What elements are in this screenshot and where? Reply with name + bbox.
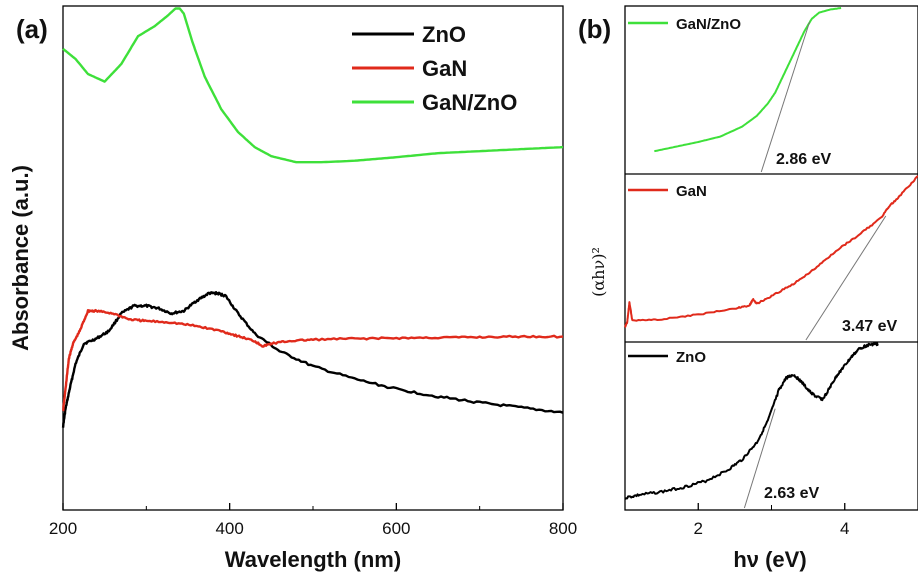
tangent-line-gan: [805, 215, 887, 341]
panel-a-x-axis-title: Wavelength (nm): [225, 547, 401, 572]
subplot-line-gan-zno: [654, 7, 842, 153]
panel-a-x-tick-label: 200: [49, 519, 77, 538]
panel-b-series-lines: [624, 7, 918, 509]
panel-b-label: (b): [578, 14, 611, 44]
legend-label-gan-zno: GaN/ZnO: [422, 90, 517, 115]
panel-b-x-tick-label: 4: [840, 519, 849, 538]
panel-b-ticks: [697, 503, 846, 510]
legend-label-gan: GaN: [422, 56, 467, 81]
series-line-gan-zno: [62, 7, 564, 164]
subplot-gan-zno-band-gap: 2.86 eV: [776, 151, 831, 168]
series-line-zno: [61, 291, 564, 428]
tangent-line-zno: [743, 408, 776, 509]
subplot-gan-label: GaN: [676, 183, 707, 200]
panel-a-y-axis-title: Absorbance (a.u.): [8, 165, 33, 351]
panel-a-x-tick-label: 600: [382, 519, 410, 538]
panel-a-series-lines: [61, 7, 564, 428]
panel-b-frame: [624, 5, 918, 511]
subplot-gan-zno-label: GaN/ZnO: [676, 16, 741, 33]
subplot-line-zno: [624, 341, 879, 500]
legend-label-zno: ZnO: [422, 22, 466, 47]
subplot-zno-band-gap: 2.63 eV: [764, 485, 819, 502]
tangent-line-gan-zno: [760, 21, 811, 173]
panel-a-ticks: [62, 503, 564, 510]
panel-b-x-axis-title: hν (eV): [733, 547, 806, 572]
panel-a-x-tick-label: 800: [549, 519, 577, 538]
subplot-line-gan: [624, 175, 918, 329]
panel-a-tick-labels: 200 400 600 800: [49, 519, 577, 538]
panel-a: 200 400 600 800 (a) Wavelength (nm) Absorba…: [8, 5, 577, 572]
series-line-gan: [62, 309, 564, 412]
subplot-gan-band-gap: 3.47 eV: [842, 318, 897, 335]
panel-b-x-tick-label: 2: [694, 519, 703, 538]
subplot-zno-label: ZnO: [676, 349, 706, 366]
panel-a-x-tick-label: 400: [215, 519, 243, 538]
panel-a-legend: ZnO GaN GaN/ZnO: [352, 22, 517, 115]
panel-a-label: (a): [16, 14, 48, 44]
panel-a-frame: [62, 5, 564, 511]
panel-b-y-axis-title: (αhν)²: [589, 247, 608, 297]
